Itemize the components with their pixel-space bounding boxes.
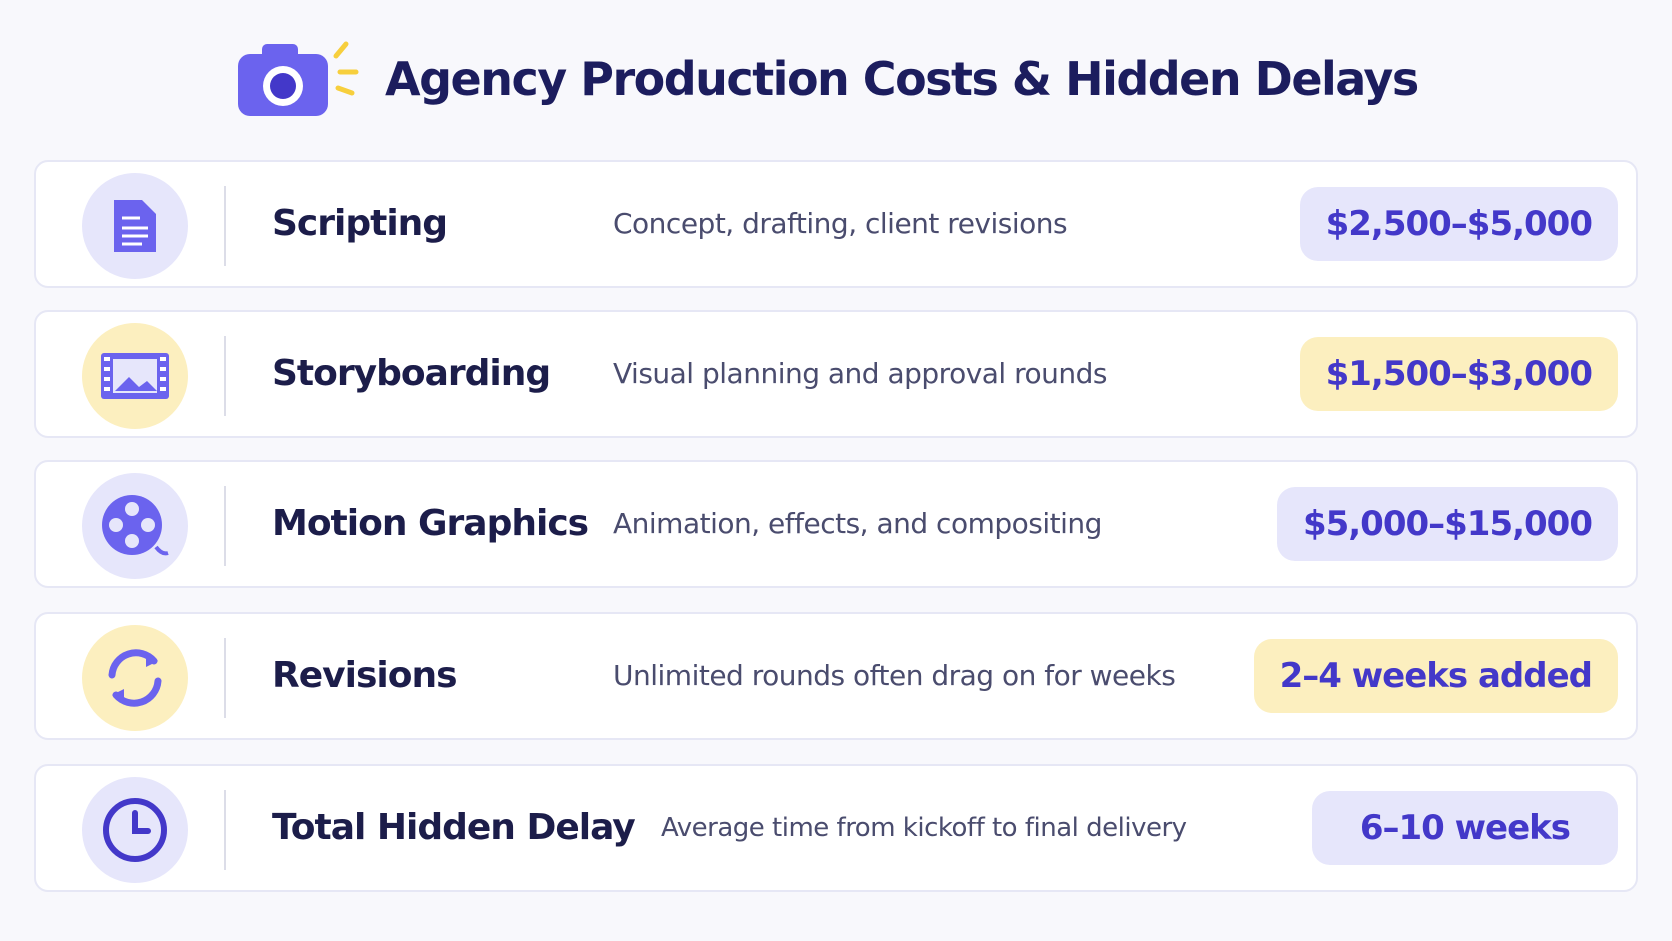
description: Unlimited rounds often drag on for weeks [613,659,1176,692]
label: Total Hidden Delay [272,807,636,848]
camera-icon [238,41,359,116]
row: Storyboarding Visual planning and approv… [34,310,1638,438]
row: Motion Graphics Animation, effects, and … [34,460,1638,588]
description: Average time from kickoff to final deliv… [661,813,1187,843]
value-badge: 6–10 weeks [1311,791,1618,865]
divider [224,638,226,718]
divider [224,486,226,566]
icon [82,777,188,883]
divider [224,336,226,416]
label: Revisions [272,655,457,696]
divider [224,186,226,266]
icon [82,473,188,579]
label: Scripting [272,203,448,244]
divider [224,790,226,870]
description: Concept, drafting, client revisions [613,207,1068,240]
value-badge: $2,500–$5,000 [1299,187,1618,261]
title: Agency Production Costs & Hidden Delays [385,52,1419,106]
label: Storyboarding [272,353,551,394]
row: Revisions Unlimited rounds often drag on… [34,612,1638,740]
label: Motion Graphics [272,503,589,544]
row: Total Hidden Delay Average time from kic… [34,764,1638,892]
row: Scripting Concept, drafting, client revi… [34,160,1638,288]
value-badge: $5,000–$15,000 [1276,487,1618,561]
icon [82,625,188,731]
value-badge: $1,500–$3,000 [1299,337,1618,411]
description: Animation, effects, and compositing [613,507,1102,540]
description: Visual planning and approval rounds [613,357,1108,390]
icon [82,173,188,279]
value-badge: 2–4 weeks added [1253,639,1618,713]
icon [82,323,188,429]
